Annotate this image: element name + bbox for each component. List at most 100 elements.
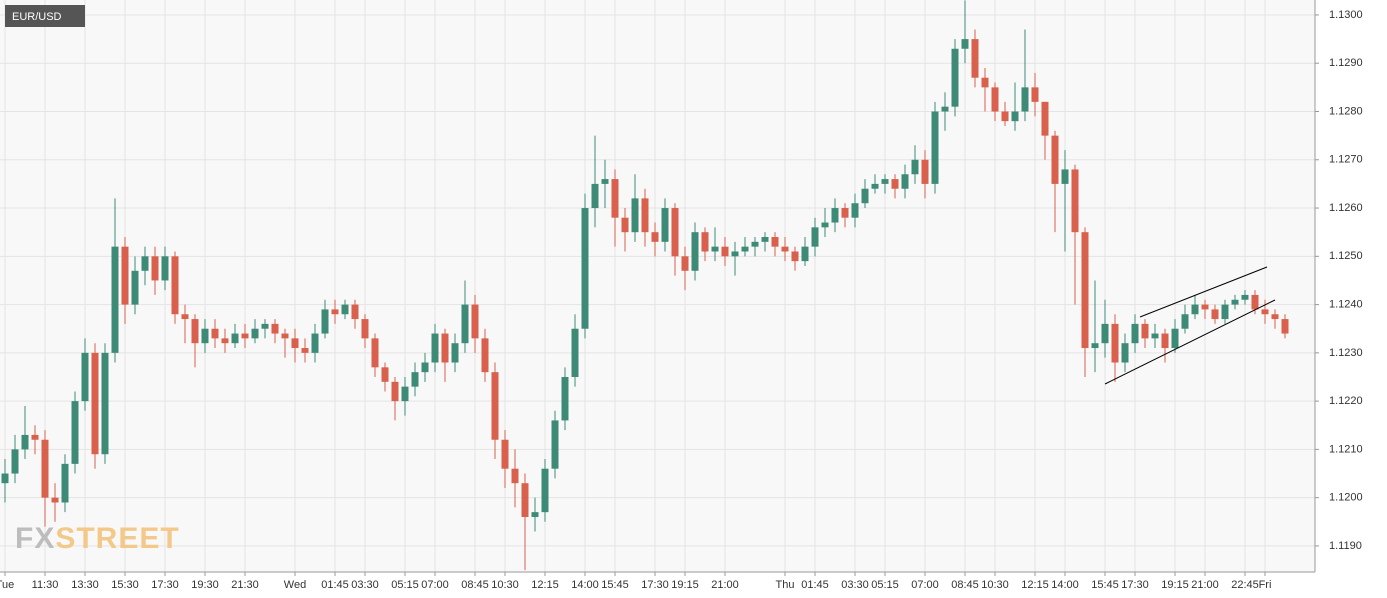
- candle-body: [961, 39, 969, 49]
- candle-body: [891, 179, 899, 189]
- x-tick-label: 01:45: [801, 579, 829, 591]
- candle-body: [101, 352, 109, 455]
- candle-body: [341, 304, 349, 315]
- candle-body: [481, 338, 489, 373]
- candle-body: [651, 232, 659, 242]
- candle-body: [641, 198, 649, 233]
- candle-body: [921, 159, 929, 184]
- candle-body: [241, 333, 249, 339]
- candle-body: [281, 333, 289, 339]
- candle-body: [421, 362, 429, 373]
- x-tick-label: 12:15: [531, 579, 559, 591]
- candle-body: [531, 512, 539, 517]
- candle-body: [331, 309, 339, 315]
- candle-body: [51, 497, 59, 503]
- candle-body: [441, 333, 449, 363]
- candle-body: [1231, 299, 1239, 305]
- x-tick-label: 12:15: [1021, 579, 1049, 591]
- x-tick-label: Wed: [284, 579, 306, 591]
- candle-body: [761, 237, 769, 242]
- candle-body: [741, 246, 749, 252]
- x-tick-label: 15:45: [601, 579, 629, 591]
- candle-body: [321, 309, 329, 334]
- candle-body: [461, 304, 469, 344]
- x-tick-label: 17:30: [641, 579, 669, 591]
- candle-body: [1171, 328, 1179, 349]
- candle-body: [1191, 304, 1199, 315]
- candle-body: [1221, 304, 1229, 320]
- candle-body: [271, 323, 279, 334]
- x-tick-label: 19:30: [191, 579, 219, 591]
- candle-body: [551, 420, 559, 469]
- candle-body: [361, 319, 369, 339]
- candle-body: [671, 208, 679, 257]
- x-tick-label: 14:00: [1051, 579, 1079, 591]
- y-tick-label: 1.1210: [1329, 443, 1363, 455]
- y-tick-label: 1.1250: [1329, 250, 1363, 262]
- candle-body: [1081, 232, 1089, 349]
- candle-body: [31, 434, 39, 440]
- candle-body: [201, 328, 209, 344]
- candle-body: [131, 270, 139, 305]
- y-tick-label: 1.1220: [1329, 395, 1363, 407]
- candle-body: [41, 439, 49, 498]
- x-tick-label: 05:15: [391, 579, 419, 591]
- watermark-fx: FX: [15, 522, 55, 555]
- candle-body: [1181, 314, 1189, 329]
- candle-body: [1101, 323, 1109, 344]
- watermark-street: STREET: [55, 522, 179, 555]
- candle-body: [251, 328, 259, 339]
- candle-body: [1061, 169, 1069, 184]
- candle-body: [181, 314, 189, 320]
- candle-body: [1161, 333, 1169, 349]
- x-tick-label: Thu: [776, 579, 795, 591]
- candle-body: [351, 304, 359, 320]
- candle-body: [171, 256, 179, 315]
- x-tick-label: 03:30: [841, 579, 869, 591]
- candle-body: [591, 183, 599, 209]
- candle-body: [631, 198, 639, 233]
- candle-body: [411, 372, 419, 387]
- x-tick-label: 22:45: [1231, 579, 1259, 591]
- candle-body: [91, 352, 99, 455]
- y-tick-label: 1.1240: [1329, 298, 1363, 310]
- trend-line-upper: [1139, 266, 1268, 318]
- candle-body: [791, 251, 799, 262]
- candle-body: [831, 208, 839, 223]
- title-box: [5, 5, 85, 27]
- candle-body: [971, 39, 979, 78]
- candle-body: [581, 208, 589, 329]
- candle-body: [1021, 87, 1029, 112]
- candle-body: [111, 246, 119, 353]
- trend-line-lower: [1104, 299, 1276, 385]
- x-tick-label: 21:30: [231, 579, 259, 591]
- x-tick-label: Tue: [0, 579, 14, 591]
- candle-body: [821, 222, 829, 228]
- candle-body: [901, 174, 909, 189]
- y-tick-label: 1.1290: [1329, 57, 1363, 69]
- candle-body: [1261, 309, 1269, 315]
- x-tick-label: 14:00: [571, 579, 599, 591]
- candle-body: [231, 333, 239, 344]
- candle-body: [431, 333, 439, 363]
- candle-body: [771, 237, 779, 247]
- candle-body: [301, 348, 309, 353]
- candle-body: [371, 338, 379, 368]
- candle-body: [1031, 87, 1039, 102]
- candle-body: [541, 468, 549, 513]
- candle-body: [1151, 333, 1159, 339]
- candle-body: [751, 241, 759, 247]
- chart-title: EUR/USD: [12, 11, 62, 23]
- candle-body: [951, 48, 959, 107]
- watermark: FXSTREET: [15, 522, 180, 555]
- candle-body: [1051, 135, 1059, 184]
- candle-body: [1001, 111, 1009, 122]
- candle-body: [611, 179, 619, 218]
- x-tick-label: 01:45: [321, 579, 349, 591]
- plot-background: [0, 0, 1315, 572]
- candle-body: [701, 232, 709, 252]
- candle-body: [81, 352, 89, 402]
- x-tick-label: 17:30: [151, 579, 179, 591]
- candle-body: [471, 304, 479, 339]
- candle-body: [931, 111, 939, 184]
